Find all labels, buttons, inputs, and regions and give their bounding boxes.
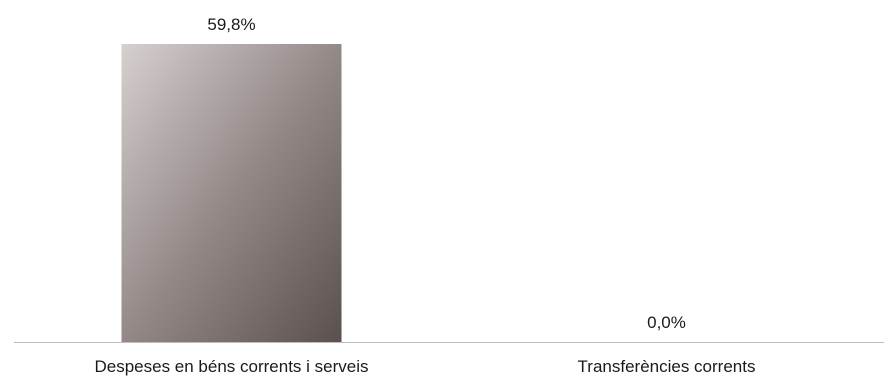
value-label-1: 59,8% bbox=[207, 15, 255, 34]
category-labels-group: Despeses en béns corrents i serveis Trans… bbox=[94, 357, 755, 376]
bar-1 bbox=[121, 44, 342, 342]
bars-group bbox=[121, 44, 342, 342]
category-label-1: Despeses en béns corrents i serveis bbox=[94, 357, 368, 376]
category-label-2: Transferències corrents bbox=[578, 357, 756, 376]
value-labels-group: 59,8% 0,0% bbox=[207, 15, 685, 332]
value-label-2: 0,0% bbox=[647, 313, 686, 332]
